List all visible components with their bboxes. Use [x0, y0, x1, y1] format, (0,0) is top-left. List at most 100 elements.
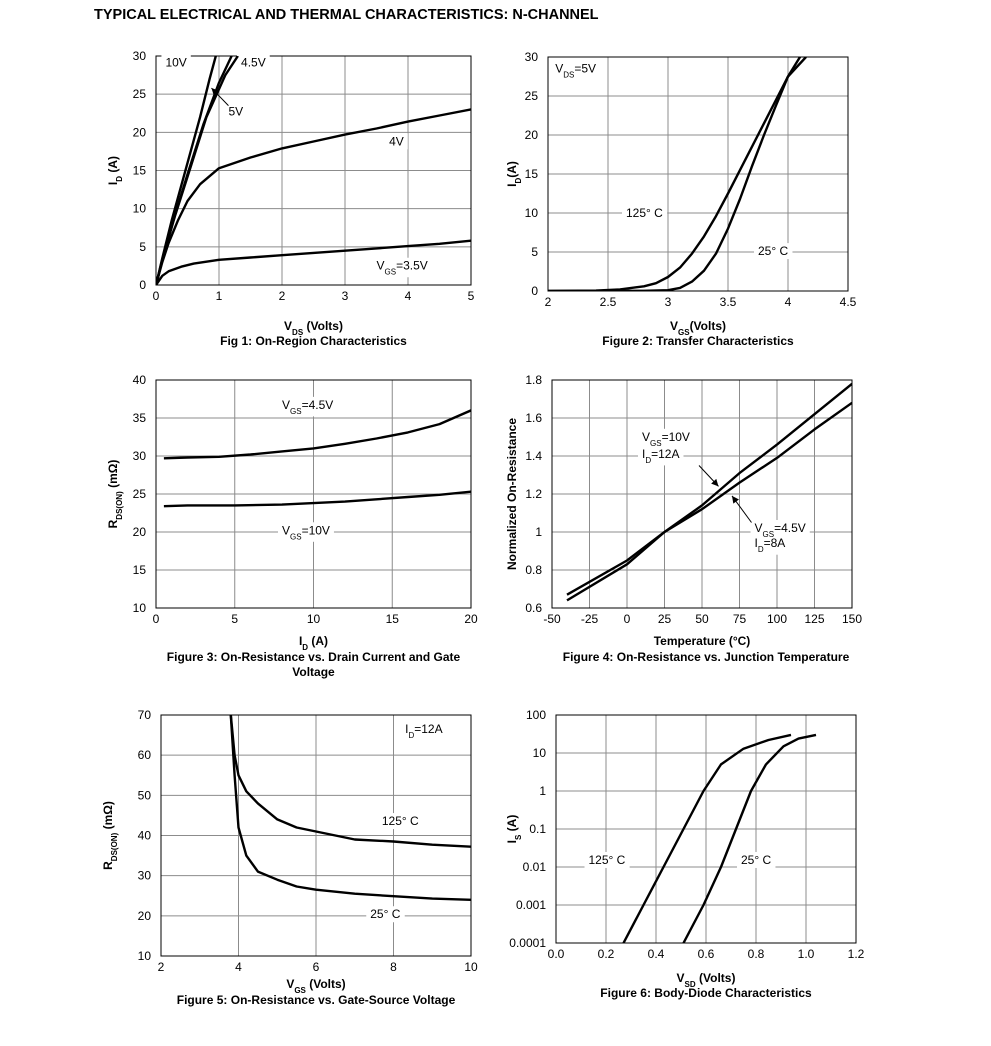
fig4-annotations [638, 428, 810, 555]
fig6-xtick-label: 1.0 [798, 947, 815, 961]
fig4-xtick-label: -25 [581, 612, 599, 626]
fig6-ytick-label: 0.1 [529, 822, 546, 836]
fig4-annotation-bg [750, 520, 810, 540]
fig4-xtick-label: 0 [624, 612, 631, 626]
fig4-series-line [566, 382, 852, 602]
fig6-ytick-label: 0.0001 [509, 936, 546, 950]
fig4-xtick-label: 125 [804, 612, 824, 626]
fig4-ytick-label: 1.8 [525, 373, 542, 387]
fig3-y-axis-label: RDS(ON) (mΩ) [106, 460, 124, 529]
fig3-x-axis-label: ID (A) [299, 634, 328, 652]
fig4-ytick-label: 1.2 [525, 487, 542, 501]
fig5-series-line [229, 715, 471, 901]
fig3-ytick-label: 20 [133, 525, 147, 539]
fig6-annotations [584, 851, 776, 868]
fig1-xtick-label: 5 [468, 289, 475, 303]
fig3-ytick-label: 25 [133, 487, 147, 501]
fig1-ytick-label: 0 [139, 278, 146, 292]
fig1-ytick-label: 10 [133, 202, 147, 216]
fig5-series-line [229, 715, 471, 848]
fig1-annotation-bg [161, 54, 191, 71]
fig2-ytick-label: 15 [525, 167, 539, 181]
fig5-xtick-label: 2 [158, 960, 165, 974]
fig5-caption: Figure 5: On-Resistance vs. Gate-Source … [177, 993, 456, 1007]
fig4-annotation-label: ID=8A [755, 536, 786, 554]
fig3-xtick-label: 20 [464, 612, 478, 626]
fig5-annotation-bg [401, 721, 447, 741]
fig6-xtick-label: 0.6 [698, 947, 715, 961]
fig2-ytick-label: 0 [531, 284, 538, 298]
fig2-xtick-label: 4.5 [840, 295, 857, 309]
fig1-annotations [161, 54, 432, 278]
fig4-xtick-label: 75 [733, 612, 747, 626]
fig6-xtick-label: 0.8 [748, 947, 765, 961]
fig2-annotation-bg [551, 60, 601, 81]
fig6-y-axis-label: IS (A) [505, 815, 523, 844]
fig1-annotation-bg [372, 257, 432, 278]
fig2-series-line [548, 57, 807, 291]
fig4-series-line [566, 401, 852, 596]
fig1-ytick-label: 5 [139, 240, 146, 254]
fig1-ytick-label: 20 [133, 125, 147, 139]
fig5-annotation-label: ID=12A [405, 722, 442, 740]
fig3-xtick-label: 15 [386, 612, 400, 626]
page-title: TYPICAL ELECTRICAL AND THERMAL CHARACTER… [94, 7, 599, 23]
fig6-annotation-label: 125° C [589, 853, 626, 867]
fig5-xtick-label: 4 [235, 960, 242, 974]
fig2-annotations [551, 60, 793, 260]
fig6-ytick-label: 0.01 [523, 860, 547, 874]
fig3-ytick-label: 15 [133, 563, 147, 577]
fig3-annotation-bg [278, 396, 338, 417]
fig2-ytick-label: 5 [531, 245, 538, 259]
fig2-xtick-label: 3.5 [720, 295, 737, 309]
fig4-xtick-label: 100 [767, 612, 787, 626]
fig4-arrow-head [732, 495, 739, 504]
fig6-annotation-bg [737, 851, 776, 868]
fig4-xtick-label: 25 [658, 612, 672, 626]
fig1-plot-frame [155, 55, 472, 286]
fig5-xtick-label: 6 [313, 960, 320, 974]
fig2-annotation-label: VDS=5V [555, 62, 596, 80]
fig4-ytick-label: 0.8 [525, 563, 542, 577]
fig5-ytick-label: 60 [138, 748, 152, 762]
fig4-annotation-bg [638, 445, 684, 466]
fig5-xtick-label: 10 [464, 960, 478, 974]
fig5-ytick-label: 70 [138, 708, 152, 722]
fig3-xtick-label: 10 [307, 612, 321, 626]
fig4-annotation-label: ID=12A [642, 447, 679, 465]
fig6-xtick-label: 0.4 [648, 947, 665, 961]
fig4-xtick-label: 50 [695, 612, 709, 626]
fig2-annotation-bg [622, 204, 668, 221]
fig5-plot-frame [160, 714, 472, 957]
fig4-ytick-label: 1.4 [525, 449, 542, 463]
fig2-chart: 2 2.5 3 3.5 4 4.5 0 5 10 15 20 25 30 VDS=5V 125° C 25° … [505, 50, 857, 348]
fig1-caption: Fig 1: On-Region Characteristics [220, 334, 407, 348]
fig6-series-line [622, 733, 792, 943]
fig2-xtick-label: 2 [545, 295, 552, 309]
fig5-annotation-bg [366, 906, 405, 923]
fig1-ytick-label: 30 [133, 49, 147, 63]
fig6-ytick-label: 0.001 [516, 898, 546, 912]
fig3-xtick-label: 0 [153, 612, 160, 626]
fig2-ytick-label: 30 [525, 50, 539, 64]
fig1-chart: 0 1 2 3 4 5 0 5 10 15 20 25 30 10V 4.5V 5V 4V VGS=3.5V VDS… [106, 49, 475, 348]
fig3-caption: Figure 3: On-Resistance vs. Drain Curren… [167, 650, 461, 664]
fig4-annotation-bg [750, 535, 790, 555]
fig1-annotation-label: 5V [228, 105, 243, 119]
fig4-chart: -50 -25 0 25 50 75 100 125 150 0.6 0.8 1 1.2 1.4 1.6 1.… [505, 373, 862, 664]
fig6-xtick-label: 1.2 [848, 947, 865, 961]
fig5-ytick-label: 20 [138, 909, 152, 923]
fig2-ytick-label: 25 [525, 89, 539, 103]
fig6-plot-frame [555, 714, 857, 944]
fig6-series-line [682, 733, 817, 943]
fig3-annotations [278, 396, 338, 542]
fig1-annotation-bg [237, 54, 270, 71]
fig6-xtick-label: 0.2 [598, 947, 615, 961]
fig1-xtick-label: 1 [216, 289, 223, 303]
fig1-annotation-label: 10V [165, 56, 186, 70]
fig2-xtick-label: 3 [665, 295, 672, 309]
fig3-series-line [163, 409, 471, 460]
fig1-xtick-label: 0 [153, 289, 160, 303]
